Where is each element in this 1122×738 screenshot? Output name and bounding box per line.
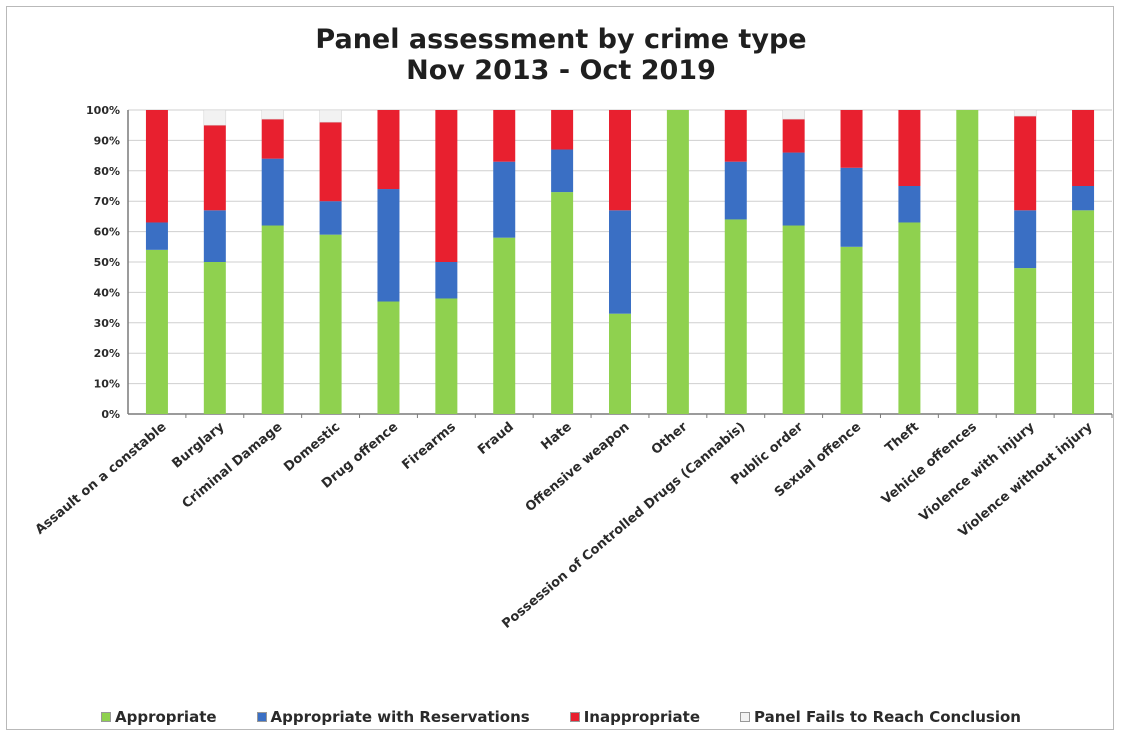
chart-legend: Appropriate Appropriate with Reservations…: [0, 708, 1122, 726]
y-tick-label: 20%: [94, 347, 120, 360]
legend-item: Panel Fails to Reach Conclusion: [740, 708, 1021, 726]
bar-segment: [377, 189, 400, 302]
y-tick-label: 0%: [101, 408, 120, 421]
bar-segment: [377, 301, 400, 414]
legend-swatch: [256, 712, 267, 722]
bar-segment: [261, 225, 284, 414]
bar-segment: [782, 152, 805, 226]
x-tick-label: Theft: [883, 420, 922, 456]
y-axis-ticks: 0% 10% 20% 30% 40% 50% 60% 70% 80% 90% 100%: [86, 104, 120, 421]
bar-segment: [609, 110, 631, 211]
bar-segment: [145, 110, 168, 223]
x-tick-label: Assault on a constable: [33, 419, 170, 537]
legend-item: Inappropriate: [569, 708, 701, 726]
bar-segment: [840, 110, 863, 168]
bar-segment: [1014, 210, 1037, 269]
legend-label: Appropriate with Reservations: [270, 708, 530, 726]
bar-segment: [145, 249, 168, 414]
bar-segment: [435, 262, 458, 299]
bar-segment: [840, 167, 863, 247]
bar-segment: [551, 192, 574, 414]
bar-segment: [319, 234, 342, 414]
legend-item: Appropriate with Reservations: [256, 708, 530, 726]
y-tick-label: 80%: [94, 165, 120, 178]
bar-segment: [840, 246, 863, 414]
bar-segment: [898, 110, 921, 186]
bar-segment: [203, 109, 227, 126]
legend-swatch: [101, 712, 112, 722]
bar-segment: [1013, 109, 1037, 117]
bar-segment: [724, 110, 747, 162]
legend-item: Appropriate: [101, 708, 217, 726]
bar-segment: [1072, 110, 1095, 186]
bar-segment: [319, 109, 342, 123]
bar-segment: [898, 222, 921, 414]
bars: [145, 109, 1113, 418]
chart-title: Panel assessment by crime type: [315, 24, 807, 55]
y-tick-label: 70%: [94, 195, 120, 208]
bar-segment: [782, 109, 805, 120]
chart-title-block: Panel assessment by crime type Nov 2013 …: [0, 24, 1122, 86]
y-tick-label: 100%: [86, 104, 120, 117]
bar-segment: [261, 119, 284, 159]
legend-label: Panel Fails to Reach Conclusion: [754, 708, 1021, 726]
legend-swatch: [569, 712, 580, 722]
y-tick-label: 50%: [94, 256, 120, 269]
bar-segment: [261, 158, 284, 226]
bar-segment: [1014, 268, 1037, 414]
y-tick-label: 90%: [94, 134, 120, 147]
bar-segment: [203, 210, 226, 262]
bar-segment: [956, 110, 979, 414]
bar-segment: [319, 201, 342, 235]
bar-segment: [551, 149, 574, 193]
bar-segment: [261, 109, 284, 120]
x-tick-label: Hate: [538, 419, 574, 453]
y-tick-label: 40%: [94, 286, 120, 299]
x-tick-label: Vehicle offences: [879, 419, 980, 507]
y-tick-label: 10%: [94, 378, 120, 391]
x-tick-label: Possession of Controlled Drugs (Cannabis…: [499, 420, 748, 632]
y-tick-label: 30%: [94, 317, 120, 330]
legend-label: Inappropriate: [583, 708, 701, 726]
y-tick-label: 60%: [94, 226, 120, 239]
bar-segment: [724, 161, 747, 220]
bar-segment: [1072, 210, 1095, 414]
bar-segment: [551, 110, 574, 150]
bar-segment: [666, 110, 689, 414]
bar-segment: [145, 222, 168, 250]
legend-swatch: [740, 712, 751, 722]
bar-segment: [609, 210, 631, 314]
bar-segment: [203, 125, 226, 211]
bar-segment: [1014, 116, 1037, 211]
bar-segment: [377, 110, 400, 190]
x-tick-label: Criminal Damage: [180, 419, 286, 511]
x-tick-label: Violence with injury: [917, 419, 1039, 524]
bar-segment: [724, 219, 747, 414]
bar-segment: [203, 262, 226, 414]
bar-segment: [319, 122, 342, 202]
bar-segment: [782, 119, 805, 153]
chart-subtitle: Nov 2013 - Oct 2019: [406, 55, 716, 86]
bar-segment: [782, 225, 805, 414]
bar-segment: [493, 110, 516, 162]
x-tick-label: Burglary: [169, 419, 227, 471]
x-tick-label: Other: [649, 419, 691, 458]
x-tick-label: Firearms: [399, 419, 459, 472]
legend-label: Appropriate: [115, 708, 217, 726]
bar-segment: [435, 298, 458, 414]
bar-segment: [435, 110, 458, 262]
bar-segment: [493, 237, 516, 414]
bar-segment: [898, 186, 921, 223]
x-tick-label: Offensive weapon: [523, 420, 633, 516]
bar-segment: [493, 161, 516, 238]
x-tick-label: Fraud: [475, 420, 517, 458]
bar-segment: [1072, 186, 1095, 211]
bar-segment: [609, 313, 631, 414]
